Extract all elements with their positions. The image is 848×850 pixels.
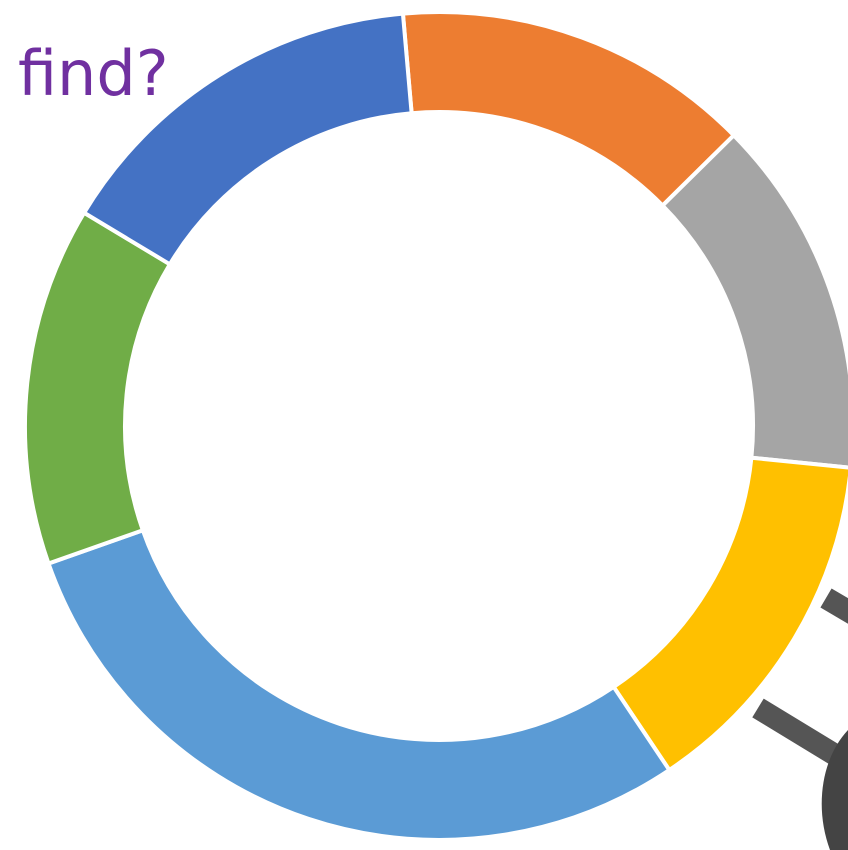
donut-segment bbox=[614, 458, 848, 770]
donut bbox=[25, 12, 848, 840]
body: {"chart_data": {"type": "donut", "title"… bbox=[0, 0, 848, 850]
donut-segment bbox=[403, 12, 734, 206]
donut-segment bbox=[49, 530, 670, 840]
donut-segment bbox=[25, 213, 170, 564]
donut-segment bbox=[663, 135, 848, 468]
page: html, body { margin: 0; padding: 0; back… bbox=[0, 0, 848, 850]
handle-bar bbox=[826, 598, 848, 618]
title-text: find? bbox=[18, 37, 169, 110]
screenshot: find? bbox=[0, 0, 848, 850]
